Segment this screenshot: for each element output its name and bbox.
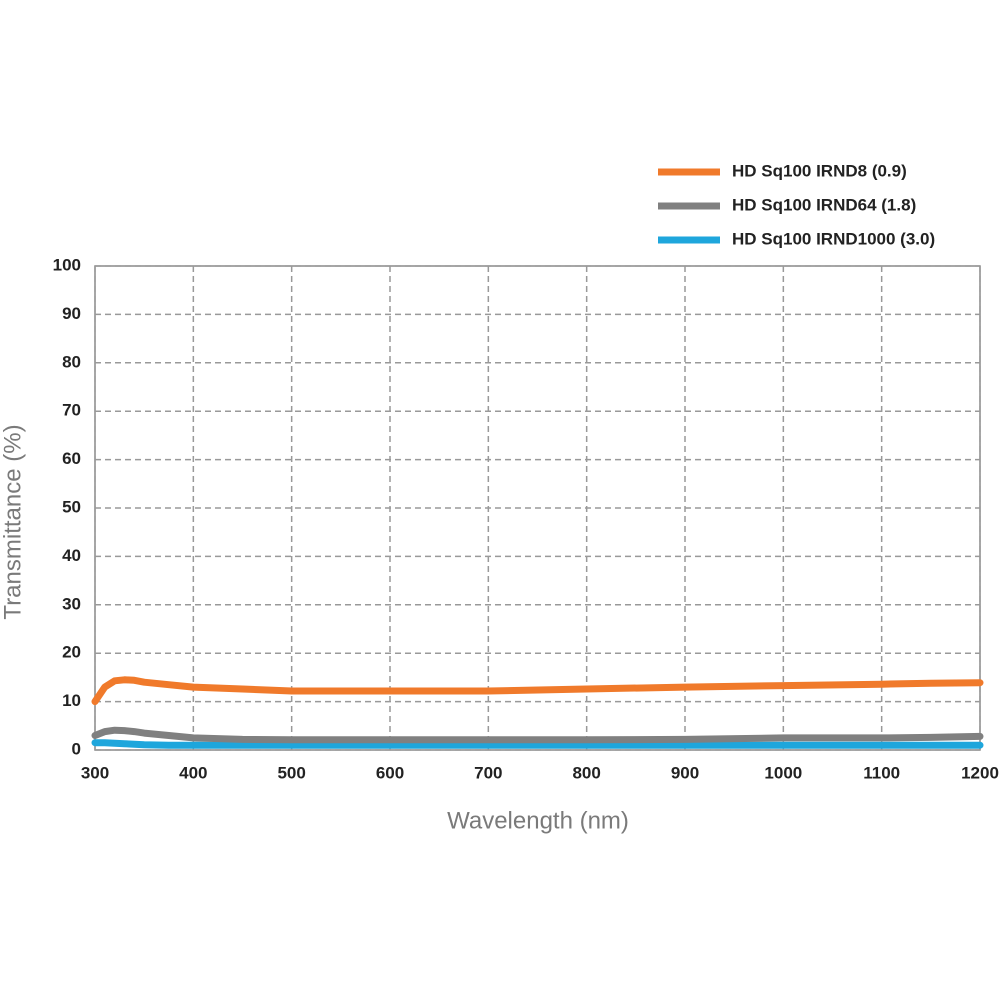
x-tick-label: 500: [277, 763, 305, 782]
x-axis-label: Wavelength (nm): [447, 807, 629, 834]
y-axis-label: Transmittance (%): [0, 424, 26, 619]
y-tick-label: 50: [62, 497, 81, 516]
data-line: [91, 726, 984, 744]
x-tick-label: 300: [81, 763, 109, 782]
y-tick-label: 10: [62, 691, 81, 710]
x-tick-label: 400: [179, 763, 207, 782]
y-tick-label: 90: [62, 304, 81, 323]
x-tick-label: 1000: [764, 763, 802, 782]
x-tick-label: 700: [474, 763, 502, 782]
y-tick-label: 80: [62, 352, 81, 371]
x-tick-label: 1200: [961, 763, 999, 782]
y-tick-label: 0: [72, 739, 81, 758]
legend-label: HD Sq100 IRND64 (1.8): [732, 195, 916, 214]
legend-label: HD Sq100 IRND8 (0.9): [732, 161, 907, 180]
legend-label: HD Sq100 IRND1000 (3.0): [732, 229, 935, 248]
data-line: [91, 676, 984, 706]
y-tick-label: 60: [62, 449, 81, 468]
y-tick-label: 100: [53, 255, 81, 274]
data-line: [91, 739, 984, 749]
y-tick-label: 70: [62, 401, 81, 420]
y-tick-label: 40: [62, 546, 81, 565]
y-tick-label: 30: [62, 594, 81, 613]
y-tick-label: 20: [62, 643, 81, 662]
x-tick-label: 600: [376, 763, 404, 782]
x-tick-label: 1100: [863, 763, 900, 782]
x-tick-label: 900: [671, 763, 699, 782]
x-tick-label: 800: [572, 763, 600, 782]
